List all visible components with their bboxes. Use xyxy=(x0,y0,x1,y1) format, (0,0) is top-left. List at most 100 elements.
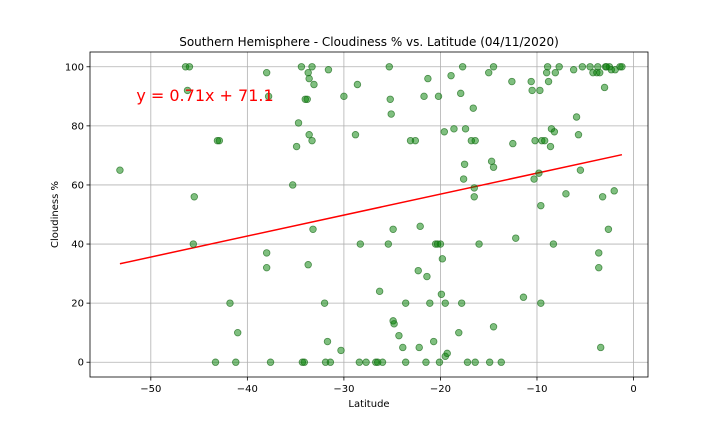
data-point xyxy=(309,225,317,233)
data-point xyxy=(420,92,428,101)
data-point xyxy=(294,119,303,127)
y-tick-label: 80 xyxy=(71,121,84,132)
data-point xyxy=(262,68,271,77)
data-point xyxy=(535,169,543,177)
x-tick-label: −10 xyxy=(526,384,547,395)
y-tick-label: 60 xyxy=(71,180,84,191)
data-point xyxy=(189,240,197,248)
x-tick-label: −20 xyxy=(430,384,451,395)
data-point xyxy=(598,193,607,201)
data-point xyxy=(422,358,430,366)
data-point xyxy=(537,201,545,210)
data-point xyxy=(355,358,364,366)
data-point xyxy=(183,86,192,95)
data-point xyxy=(600,83,609,92)
data-point xyxy=(475,240,483,248)
data-point xyxy=(574,131,583,139)
data-point xyxy=(508,77,516,86)
data-point xyxy=(595,249,603,257)
data-point xyxy=(489,63,498,71)
data-point xyxy=(300,358,309,366)
data-point xyxy=(460,160,469,168)
data-point xyxy=(555,63,563,71)
data-point xyxy=(463,358,472,366)
data-point xyxy=(211,358,220,366)
data-point xyxy=(414,266,422,275)
data-point xyxy=(385,63,393,71)
x-tick-label: −30 xyxy=(333,384,354,395)
y-tick-label: 20 xyxy=(71,299,84,310)
data-point xyxy=(595,263,603,272)
data-point xyxy=(305,131,313,139)
data-point xyxy=(489,163,498,171)
data-point xyxy=(266,358,275,366)
data-point xyxy=(596,68,604,77)
data-point xyxy=(550,128,559,136)
plot-frame xyxy=(89,51,649,378)
data-point xyxy=(411,136,420,145)
y-tick-label: 100 xyxy=(65,62,84,73)
data-point xyxy=(470,193,478,201)
data-point xyxy=(459,175,468,183)
data-point xyxy=(450,125,458,133)
data-point xyxy=(386,95,394,103)
data-point xyxy=(469,104,477,112)
data-point xyxy=(424,74,432,83)
data-point xyxy=(215,136,224,145)
data-point xyxy=(509,139,517,148)
x-axis-label: Latitude xyxy=(348,399,389,410)
data-point xyxy=(543,63,552,71)
data-point xyxy=(305,74,313,83)
data-point xyxy=(610,187,618,195)
data-point xyxy=(353,80,362,89)
data-point xyxy=(262,249,271,257)
data-point xyxy=(292,142,301,151)
data-point xyxy=(586,63,594,71)
data-point xyxy=(604,225,613,233)
data-point xyxy=(423,272,431,281)
data-point xyxy=(401,358,410,366)
data-point xyxy=(455,328,463,337)
data-point xyxy=(399,343,407,352)
data-point xyxy=(576,166,585,174)
data-point xyxy=(337,346,345,355)
data-point xyxy=(395,331,403,340)
data-point xyxy=(324,66,333,74)
data-point xyxy=(116,166,124,174)
data-point xyxy=(537,299,545,307)
data-point xyxy=(489,323,498,331)
data-point xyxy=(308,136,316,145)
data-point xyxy=(546,142,555,151)
data-point xyxy=(569,66,578,74)
x-axis-ticks: −50 −40 −30 −20 −10 0 xyxy=(140,377,637,395)
data-point xyxy=(387,110,395,118)
data-point xyxy=(426,299,434,307)
data-point xyxy=(443,349,451,358)
chart-title: Southern Hemisphere - Cloudiness % vs. L… xyxy=(179,35,559,49)
data-point xyxy=(471,136,479,145)
data-point xyxy=(519,293,528,301)
data-point xyxy=(326,358,335,366)
data-point xyxy=(415,343,423,352)
data-points xyxy=(116,63,626,366)
data-point xyxy=(438,255,447,263)
data-point xyxy=(530,175,538,183)
data-point xyxy=(185,63,194,71)
data-point xyxy=(435,358,444,366)
data-point xyxy=(190,193,198,201)
data-point xyxy=(303,95,311,103)
data-point xyxy=(447,71,455,80)
x-tick-label: −50 xyxy=(140,384,161,395)
data-point xyxy=(531,136,539,145)
data-point xyxy=(232,358,240,366)
data-point xyxy=(461,125,470,133)
data-point xyxy=(434,92,443,101)
data-point xyxy=(544,77,553,86)
data-point xyxy=(551,68,560,77)
regression-equation: y = 0.71x + 71.1 xyxy=(136,86,273,105)
data-point xyxy=(457,89,465,98)
y-axis-label: Cloudiness % xyxy=(50,181,61,248)
data-point xyxy=(549,240,558,248)
data-point xyxy=(226,299,234,307)
data-point xyxy=(401,299,410,307)
